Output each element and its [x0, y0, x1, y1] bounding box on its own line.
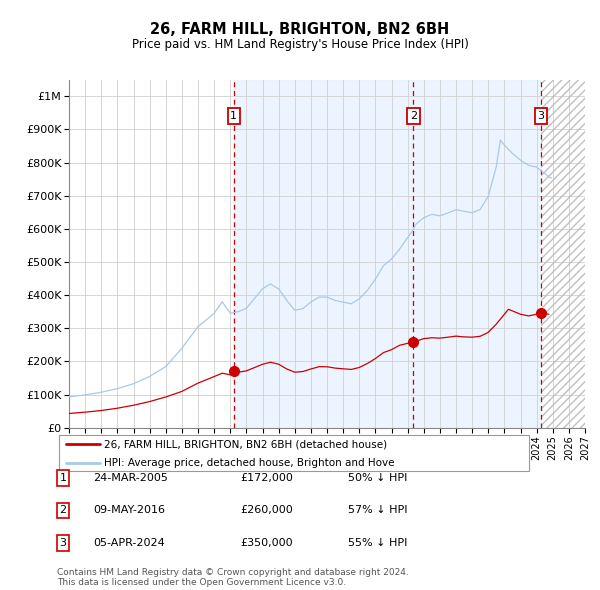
Text: 26, FARM HILL, BRIGHTON, BN2 6BH: 26, FARM HILL, BRIGHTON, BN2 6BH: [151, 22, 449, 37]
Bar: [234, 80, 541, 428]
Text: 09-MAY-2016: 09-MAY-2016: [93, 506, 165, 515]
Text: £260,000: £260,000: [240, 506, 293, 515]
Text: 2: 2: [410, 111, 417, 121]
Text: 24-MAR-2005: 24-MAR-2005: [93, 473, 168, 483]
Text: 55% ↓ HPI: 55% ↓ HPI: [348, 538, 407, 548]
Text: 3: 3: [538, 111, 544, 121]
Text: 1: 1: [230, 111, 237, 121]
Text: £350,000: £350,000: [240, 538, 293, 548]
Text: HPI: Average price, detached house, Brighton and Hove: HPI: Average price, detached house, Brig…: [104, 458, 395, 468]
Text: This data is licensed under the Open Government Licence v3.0.: This data is licensed under the Open Gov…: [57, 578, 346, 587]
Text: 50% ↓ HPI: 50% ↓ HPI: [348, 473, 407, 483]
Text: 57% ↓ HPI: 57% ↓ HPI: [348, 506, 407, 515]
Text: 2: 2: [59, 506, 67, 515]
Bar: [541, 80, 585, 428]
Text: 05-APR-2024: 05-APR-2024: [93, 538, 165, 548]
Bar: [541, 80, 585, 428]
Text: 3: 3: [59, 538, 67, 548]
Text: Price paid vs. HM Land Registry's House Price Index (HPI): Price paid vs. HM Land Registry's House …: [131, 38, 469, 51]
Text: 26, FARM HILL, BRIGHTON, BN2 6BH (detached house): 26, FARM HILL, BRIGHTON, BN2 6BH (detach…: [104, 440, 388, 450]
Text: 1: 1: [59, 473, 67, 483]
Text: £172,000: £172,000: [240, 473, 293, 483]
Text: Contains HM Land Registry data © Crown copyright and database right 2024.: Contains HM Land Registry data © Crown c…: [57, 568, 409, 577]
FancyBboxPatch shape: [59, 435, 529, 471]
